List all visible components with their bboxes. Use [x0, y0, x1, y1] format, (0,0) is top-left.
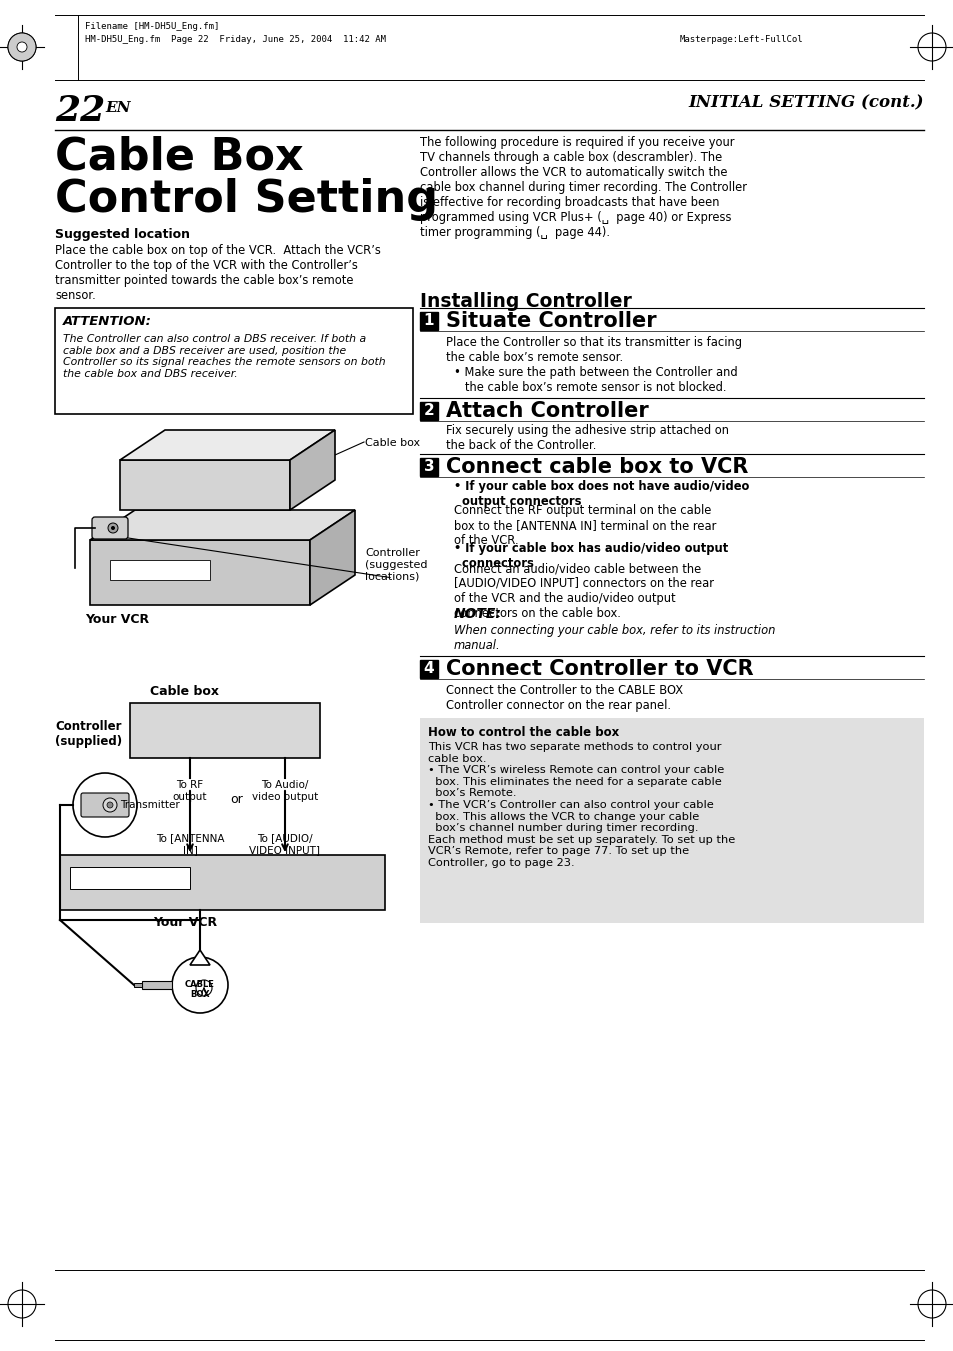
Text: ATTENTION:: ATTENTION:: [63, 315, 152, 328]
Text: Control Setting: Control Setting: [55, 178, 437, 222]
Text: To [ANTENNA
IN]: To [ANTENNA IN]: [155, 834, 224, 855]
Circle shape: [17, 42, 27, 51]
Text: To RF
output: To RF output: [172, 780, 207, 801]
FancyBboxPatch shape: [81, 793, 129, 817]
Text: • Make sure the path between the Controller and
   the cable box’s remote sensor: • Make sure the path between the Control…: [454, 366, 737, 394]
Text: • If your cable box has audio/video output
  connectors: • If your cable box has audio/video outp…: [454, 542, 727, 570]
Bar: [55, 308, 413, 413]
Text: NOTE:: NOTE:: [454, 607, 501, 621]
Circle shape: [172, 957, 228, 1013]
Text: How to control the cable box: How to control the cable box: [428, 725, 618, 739]
Circle shape: [108, 523, 118, 534]
Polygon shape: [90, 509, 355, 540]
Text: Suggested location: Suggested location: [55, 228, 190, 240]
Text: 3: 3: [423, 459, 434, 474]
Text: Attach Controller: Attach Controller: [446, 401, 648, 422]
Bar: [419, 403, 437, 420]
Circle shape: [8, 32, 36, 61]
FancyBboxPatch shape: [91, 517, 128, 539]
Circle shape: [73, 773, 137, 838]
Text: INITIAL SETTING (cont.): INITIAL SETTING (cont.): [688, 95, 923, 111]
Text: This VCR has two separate methods to control your
cable box.
• The VCR’s wireles: This VCR has two separate methods to con…: [428, 742, 735, 867]
Polygon shape: [290, 430, 335, 509]
Polygon shape: [120, 430, 335, 459]
Text: Cable Box: Cable Box: [55, 136, 303, 178]
Text: Place the cable box on top of the VCR.  Attach the VCR’s
Controller to the top o: Place the cable box on top of the VCR. A…: [55, 245, 380, 303]
Text: Your VCR: Your VCR: [85, 613, 149, 626]
Text: 2: 2: [423, 403, 434, 417]
Polygon shape: [120, 459, 290, 509]
Bar: [70, 867, 190, 889]
Text: HM-DH5U_Eng.fm  Page 22  Friday, June 25, 2004  11:42 AM: HM-DH5U_Eng.fm Page 22 Friday, June 25, …: [85, 35, 386, 45]
Text: Transmitter: Transmitter: [120, 800, 179, 811]
Circle shape: [107, 802, 112, 808]
Text: The Controller can also control a DBS receiver. If both a
cable box and a DBS re: The Controller can also control a DBS re…: [63, 334, 385, 378]
Text: Connect an audio/video cable between the
[AUDIO/VIDEO INPUT] connectors on the r: Connect an audio/video cable between the…: [454, 562, 713, 620]
Bar: [419, 312, 437, 330]
Polygon shape: [190, 950, 210, 965]
Circle shape: [103, 798, 117, 812]
Text: Masterpage:Left-FullCol: Masterpage:Left-FullCol: [679, 35, 802, 45]
Text: Fix securely using the adhesive strip attached on
the back of the Controller.: Fix securely using the adhesive strip at…: [446, 424, 728, 453]
Text: Cable box: Cable box: [151, 685, 219, 698]
Text: EN: EN: [105, 101, 131, 115]
Bar: [60, 855, 385, 911]
Bar: [419, 458, 437, 476]
Text: Filename [HM-DH5U_Eng.fm]: Filename [HM-DH5U_Eng.fm]: [85, 22, 219, 31]
Text: To [AUDIO/
VIDEO INPUT]: To [AUDIO/ VIDEO INPUT]: [250, 834, 320, 855]
Text: • If your cable box does not have audio/video
  output connectors: • If your cable box does not have audio/…: [454, 480, 749, 508]
Text: Place the Controller so that its transmitter is facing
the cable box’s remote se: Place the Controller so that its transmi…: [446, 336, 741, 363]
Polygon shape: [90, 540, 310, 605]
Text: Controller
(supplied): Controller (supplied): [55, 720, 122, 748]
Text: When connecting your cable box, refer to its instruction
manual.: When connecting your cable box, refer to…: [454, 624, 775, 653]
Text: CABLE
BOX: CABLE BOX: [185, 979, 214, 1000]
Bar: [419, 717, 923, 923]
Text: 22: 22: [55, 95, 105, 128]
Text: Connect the Controller to the CABLE BOX
Controller connector on the rear panel.: Connect the Controller to the CABLE BOX …: [446, 684, 682, 712]
Bar: [142, 981, 172, 989]
Circle shape: [195, 979, 212, 996]
Text: Installing Controller: Installing Controller: [419, 292, 631, 311]
Text: Controller
(suggested
locations): Controller (suggested locations): [365, 549, 427, 581]
Text: To Audio/
video output: To Audio/ video output: [252, 780, 317, 801]
Text: Your VCR: Your VCR: [152, 916, 217, 929]
Polygon shape: [310, 509, 355, 605]
Bar: [133, 984, 142, 988]
Circle shape: [111, 526, 115, 530]
Text: Connect the RF output terminal on the cable
box to the [ANTENNA IN] terminal on : Connect the RF output terminal on the ca…: [454, 504, 716, 547]
Bar: [419, 661, 437, 678]
Text: or: or: [230, 793, 242, 807]
Text: 1: 1: [423, 313, 434, 328]
Bar: [130, 703, 319, 758]
Text: The following procedure is required if you receive your
TV channels through a ca: The following procedure is required if y…: [419, 136, 746, 239]
Text: Situate Controller: Situate Controller: [446, 311, 656, 331]
Text: Cable box: Cable box: [365, 438, 419, 449]
Text: Connect Controller to VCR: Connect Controller to VCR: [446, 659, 753, 680]
Text: 4: 4: [423, 661, 434, 676]
Text: Connect cable box to VCR: Connect cable box to VCR: [446, 457, 747, 477]
Bar: [110, 561, 210, 580]
